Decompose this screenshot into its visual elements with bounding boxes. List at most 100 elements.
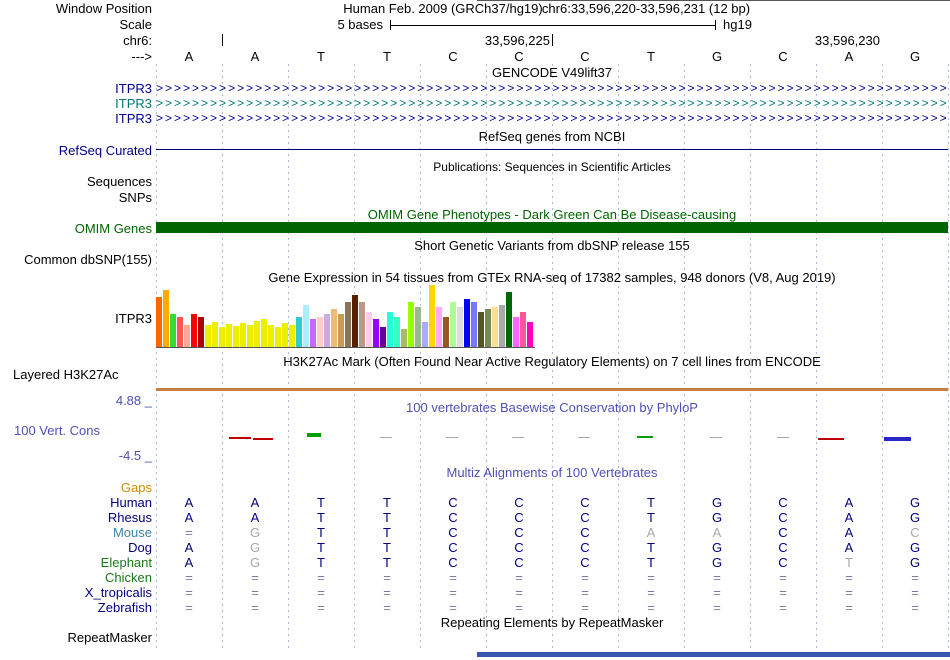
alignment-base: C <box>580 540 590 555</box>
gtex-tissue-bar[interactable] <box>184 325 190 347</box>
refseq-curated-gene-line[interactable] <box>156 149 948 150</box>
conservation-track-label[interactable]: 100 Vert. Cons <box>14 423 100 438</box>
gtex-tissue-bar[interactable] <box>422 322 428 347</box>
gtex-tissue-bar[interactable] <box>254 321 260 347</box>
h3k27ac-label[interactable]: Layered H3K27Ac <box>13 367 119 382</box>
gtex-tissue-bar[interactable] <box>513 317 519 347</box>
alignment-base: = <box>581 570 589 585</box>
gtex-tissue-bar[interactable] <box>520 312 526 347</box>
species-label[interactable]: Elephant <box>100 555 152 570</box>
alignment-base: A <box>844 540 854 555</box>
gtex-tissue-bar[interactable] <box>338 314 344 347</box>
alignment-base: = <box>251 600 259 615</box>
gencode-transcript-arrows[interactable]: >>>>>>>>>>>>>>>>>>>>>>>>>>>>>>>>>>>>>>>>… <box>156 82 948 95</box>
gtex-tissue-bar[interactable] <box>492 307 498 347</box>
alignment-base: T <box>383 510 391 525</box>
publications-sequences-label[interactable]: Sequences <box>86 174 152 189</box>
gencode-transcript-arrows[interactable]: >>>>>>>>>>>>>>>>>>>>>>>>>>>>>>>>>>>>>>>>… <box>156 97 948 110</box>
gtex-tissue-bar[interactable] <box>303 305 309 347</box>
gtex-tissue-bar[interactable] <box>408 302 414 347</box>
species-label[interactable]: Mouse <box>112 525 152 540</box>
strand-label: ---> <box>131 49 152 64</box>
gtex-tissue-bar[interactable] <box>177 317 183 347</box>
gtex-tissue-bar[interactable] <box>289 325 295 347</box>
gtex-tissue-bar[interactable] <box>352 295 358 347</box>
gtex-gene-label[interactable]: ITPR3 <box>115 311 152 326</box>
gtex-tissue-bar[interactable] <box>450 302 456 347</box>
omim-gene-bar[interactable] <box>156 222 948 233</box>
multiz-title: Multiz Alignments of 100 Vertebrates <box>446 465 658 480</box>
publications-snps-label[interactable]: SNPs <box>118 190 152 205</box>
gtex-tissue-bar[interactable] <box>268 325 274 347</box>
gtex-tissue-bar[interactable] <box>296 317 302 347</box>
gtex-tissue-bar[interactable] <box>156 297 162 347</box>
gtex-tissue-bar[interactable] <box>429 285 435 347</box>
repeatmasker-label[interactable]: RepeatMasker <box>67 630 152 645</box>
dbsnp-label[interactable]: Common dbSNP(155) <box>24 252 152 267</box>
gtex-tissue-bar[interactable] <box>443 317 449 347</box>
refseq-curated-label[interactable]: RefSeq Curated <box>58 143 152 158</box>
alignment-base: = <box>713 570 721 585</box>
gtex-tissue-bar[interactable] <box>485 309 491 347</box>
gtex-tissue-bar[interactable] <box>387 312 393 347</box>
h3k27ac-signal[interactable] <box>156 388 948 391</box>
gtex-tissue-bar[interactable] <box>478 312 484 347</box>
species-label[interactable]: Human <box>110 495 152 510</box>
alignment-base: C <box>778 540 788 555</box>
gtex-tissue-bar[interactable] <box>436 307 442 347</box>
gtex-tissue-bar[interactable] <box>219 327 225 347</box>
gtex-tissue-bar[interactable] <box>198 317 204 347</box>
alignment-base: T <box>647 540 655 555</box>
gtex-tissue-bar[interactable] <box>373 319 379 347</box>
omim-genes-label[interactable]: OMIM Genes <box>74 221 152 236</box>
guideline <box>156 64 157 649</box>
species-label[interactable]: X_tropicalis <box>84 585 152 600</box>
gtex-tissue-bar[interactable] <box>233 326 239 347</box>
gtex-tissue-bar[interactable] <box>282 323 288 347</box>
gtex-tissue-bar[interactable] <box>261 319 267 347</box>
gtex-tissue-bar[interactable] <box>317 317 323 347</box>
gtex-tissue-bar[interactable] <box>366 312 372 347</box>
gtex-tissue-bar[interactable] <box>247 325 253 347</box>
gtex-title: Gene Expression in 54 tissues from GTEx … <box>268 270 836 285</box>
gtex-tissue-bar[interactable] <box>401 329 407 347</box>
gtex-tissue-bar[interactable] <box>331 309 337 347</box>
species-label[interactable]: Zebrafish <box>97 600 152 615</box>
gtex-tissue-bar[interactable] <box>471 302 477 347</box>
alignment-base: G <box>711 555 723 570</box>
gtex-tissue-bar[interactable] <box>275 327 281 347</box>
species-label[interactable]: Rhesus <box>107 510 152 525</box>
gtex-tissue-bar[interactable] <box>310 319 316 347</box>
gtex-tissue-bar[interactable] <box>415 307 421 347</box>
gencode-title: GENCODE V49lift37 <box>492 65 612 80</box>
species-label[interactable]: Chicken <box>105 570 152 585</box>
scale-value: 5 bases <box>337 17 383 32</box>
gencode-gene-label[interactable]: ITPR3 <box>115 81 152 96</box>
gtex-tissue-bar[interactable] <box>324 314 330 347</box>
gtex-tissue-bar[interactable] <box>359 302 365 347</box>
species-label[interactable]: Dog <box>128 540 152 555</box>
gtex-tissue-bar[interactable] <box>212 322 218 347</box>
gtex-tissue-bar[interactable] <box>205 325 211 347</box>
window-position-label: Window Position <box>55 1 152 16</box>
gaps-label[interactable]: Gaps <box>120 480 152 495</box>
gtex-tissue-bar[interactable] <box>499 305 505 347</box>
gtex-tissue-bar[interactable] <box>464 299 470 347</box>
gtex-tissue-bar[interactable] <box>394 317 400 347</box>
gtex-tissue-bar[interactable] <box>457 307 463 347</box>
sequence-base: G <box>711 49 723 64</box>
gtex-tissue-bar[interactable] <box>240 323 246 347</box>
gtex-tissue-bar[interactable] <box>506 292 512 347</box>
gtex-tissue-bar[interactable] <box>170 314 176 347</box>
gencode-transcript-arrows[interactable]: >>>>>>>>>>>>>>>>>>>>>>>>>>>>>>>>>>>>>>>>… <box>156 112 948 125</box>
gtex-tissue-bar[interactable] <box>163 290 169 347</box>
gtex-tissue-bar[interactable] <box>345 302 351 347</box>
gtex-tissue-bar[interactable] <box>527 322 533 347</box>
gencode-gene-label[interactable]: ITPR3 <box>115 111 152 126</box>
conservation-mark <box>253 438 273 440</box>
gtex-tissue-bar[interactable] <box>380 327 386 347</box>
gtex-tissue-bar[interactable] <box>191 314 197 347</box>
alignment-base: = <box>317 600 325 615</box>
gencode-gene-label[interactable]: ITPR3 <box>115 96 152 111</box>
gtex-tissue-bar[interactable] <box>226 324 232 347</box>
